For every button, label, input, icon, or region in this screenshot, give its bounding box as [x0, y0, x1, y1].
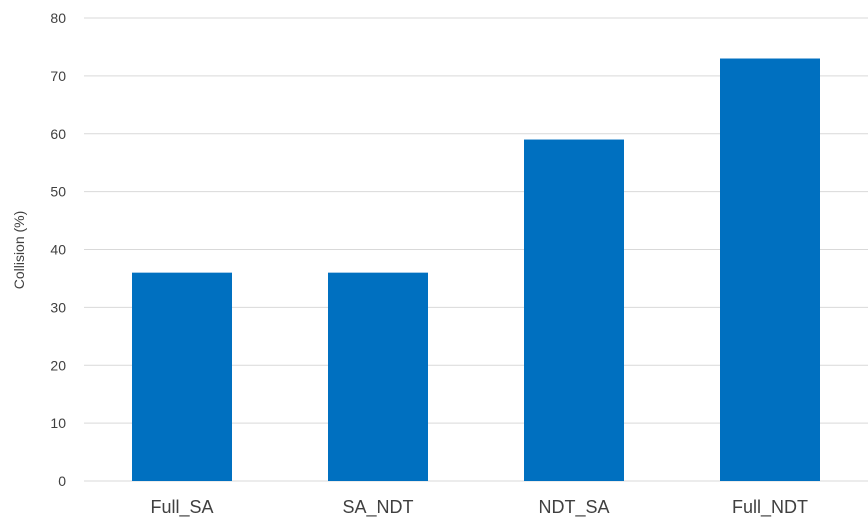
x-tick-label: SA_NDT: [342, 497, 413, 518]
x-tick-label: Full_SA: [150, 497, 213, 518]
bars: [132, 58, 820, 481]
bar-full-ndt: [720, 58, 820, 481]
x-tick-label: Full_NDT: [732, 497, 808, 518]
y-tick-label: 50: [50, 184, 66, 200]
y-tick-label: 10: [50, 415, 66, 431]
bar-ndt-sa: [524, 139, 624, 481]
x-tick-labels: Full_SA SA_NDT NDT_SA Full_NDT: [150, 497, 808, 518]
y-tick-label: 80: [50, 10, 66, 26]
bar-full-sa: [132, 272, 232, 481]
y-tick-label: 20: [50, 357, 66, 373]
y-tick-label: 60: [50, 126, 66, 142]
y-tick-label: 30: [50, 299, 66, 315]
y-tick-label: 40: [50, 242, 66, 258]
y-tick-label: 0: [58, 473, 66, 489]
y-tick-labels: 0 10 20 30 40 50 60 70 80: [50, 10, 66, 489]
y-tick-label: 70: [50, 68, 66, 84]
bar-sa-ndt: [328, 272, 428, 481]
x-tick-label: NDT_SA: [538, 497, 609, 518]
y-axis-label: Collision (%): [11, 211, 27, 290]
